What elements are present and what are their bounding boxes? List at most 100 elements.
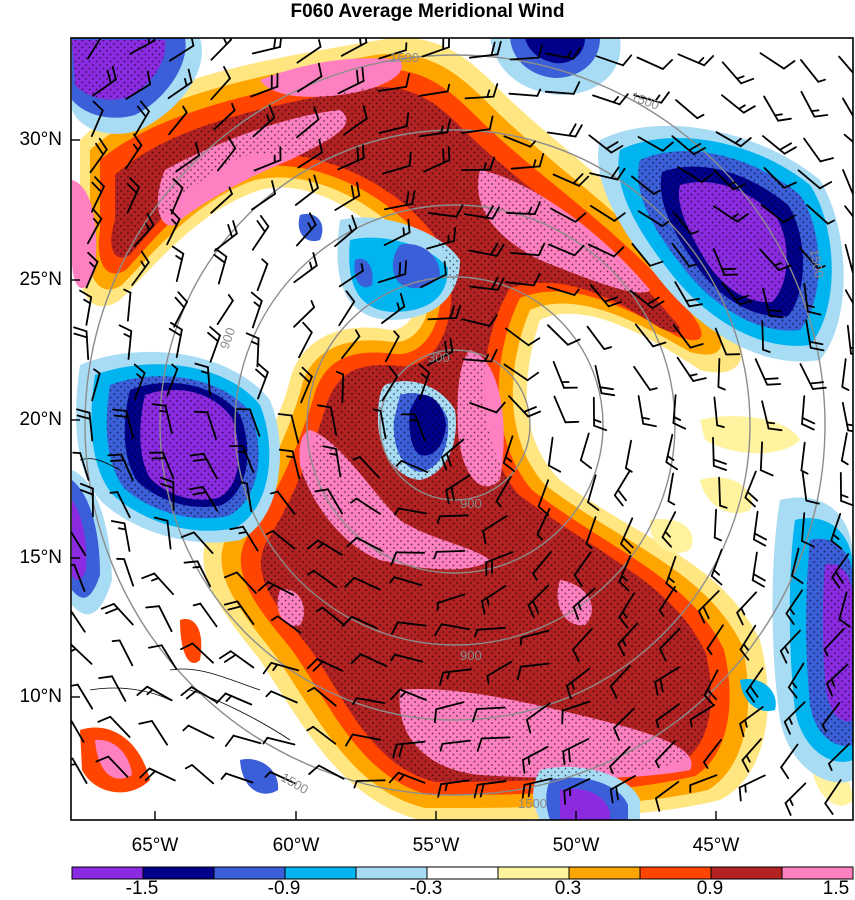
- wind-barb-flag: [129, 177, 141, 189]
- wind-barb-shaft: [251, 299, 263, 329]
- wind-barb-flag: [182, 724, 190, 732]
- wind-barb-shaft: [464, 95, 495, 100]
- wind-barb-shaft: [267, 581, 295, 596]
- wind-barb-shaft: [613, 470, 631, 497]
- wind-barb-flag: [172, 177, 184, 189]
- wind-barb-flag: [227, 605, 242, 611]
- wind-barb-flag: [286, 455, 295, 459]
- wind-barb-shaft: [378, 125, 408, 134]
- wind-barb-shaft: [831, 553, 850, 578]
- wind-barb-flag: [227, 223, 234, 239]
- wind-barb-flag: [407, 218, 411, 234]
- wind-barb-flag: [819, 157, 834, 163]
- wind-barb-flag: [613, 212, 626, 222]
- wind-barb-flag: [618, 616, 629, 629]
- wind-barb-flag: [768, 314, 784, 319]
- wind-barb-flag: [76, 414, 91, 420]
- wind-barb-flag: [345, 290, 356, 303]
- wind-barb-shaft: [779, 629, 801, 652]
- wind-barb-flag: [612, 96, 619, 104]
- wind-barb-shaft: [71, 718, 85, 743]
- wind-barb-shaft: [633, 94, 663, 104]
- wind-barb-flag: [171, 363, 179, 371]
- wind-barb-flag: [145, 605, 161, 609]
- wind-barb-shaft: [355, 536, 383, 552]
- wind-barb-shaft: [579, 432, 590, 462]
- wind-barb-flag: [739, 137, 752, 148]
- wind-barb-shaft: [671, 242, 691, 268]
- wind-barb-shaft: [397, 507, 428, 515]
- wind-barb-flag: [257, 581, 270, 592]
- wind-barb-flag: [100, 603, 115, 610]
- wind-barb-shaft: [761, 400, 770, 430]
- wind-barb-flag: [79, 289, 93, 299]
- wind-barb-shaft: [544, 90, 575, 95]
- wind-barb-flag: [394, 507, 400, 516]
- wind-barb-shaft: [351, 733, 382, 741]
- wind-barb-flag: [372, 408, 382, 412]
- wind-barb-flag: [192, 491, 207, 496]
- wind-barb-shaft: [658, 586, 676, 612]
- wind-barb-flag: [738, 104, 746, 110]
- wind-barb-flag: [133, 363, 146, 374]
- wind-barb-flag: [223, 653, 237, 663]
- wind-barb-shaft: [321, 606, 346, 627]
- wind-barb-shaft: [112, 603, 134, 626]
- wind-barb-shaft: [552, 173, 580, 187]
- wind-barb-shaft: [550, 207, 577, 223]
- wind-barb-flag: [402, 227, 406, 237]
- wind-barb-flag: [356, 181, 361, 197]
- wind-barb-shaft: [798, 246, 820, 270]
- wind-barb-flag: [132, 143, 139, 152]
- wind-barb-shaft: [355, 697, 386, 704]
- wind-barb-flag: [192, 602, 202, 607]
- wind-barb-shaft: [419, 90, 449, 97]
- wind-barb-shaft: [252, 116, 276, 138]
- wind-barb-flag: [502, 461, 515, 473]
- wind-barb-flag: [495, 243, 505, 257]
- wind-barb-shaft: [689, 704, 716, 721]
- wind-barb-flag: [107, 453, 123, 457]
- wind-barb-flag: [228, 186, 233, 195]
- wind-barb-shaft: [843, 133, 853, 144]
- wind-barb-flag: [830, 539, 843, 550]
- wind-barb-shaft: [71, 609, 86, 633]
- wind-barb-flag: [784, 645, 789, 654]
- wind-barb-flag: [437, 783, 442, 798]
- wind-barb-flag: [446, 118, 452, 134]
- wind-barb-flag: [666, 455, 675, 461]
- wind-barb-flag: [93, 368, 101, 375]
- wind-barb-shaft: [217, 255, 228, 285]
- wind-barb-shaft: [125, 409, 135, 439]
- wind-barb-shaft: [527, 584, 550, 607]
- wind-barb-shaft: [316, 658, 344, 672]
- wind-barb-shaft: [166, 519, 172, 550]
- wind-barb-flag: [603, 346, 612, 351]
- wind-barb-flag: [184, 764, 193, 770]
- wind-barb-flag: [532, 572, 538, 581]
- wind-barb-flag: [700, 173, 714, 183]
- wind-barb-flag: [335, 370, 345, 376]
- wind-barb-flag: [310, 299, 316, 309]
- wind-barb-shaft: [841, 401, 850, 432]
- significance-stipple: [72, 40, 853, 782]
- wind-barb-shaft: [547, 324, 569, 346]
- wind-barb-flag: [564, 420, 580, 424]
- wind-barb-shaft: [824, 779, 842, 805]
- wind-barb-flag: [573, 574, 583, 587]
- wind-barb-shaft: [276, 490, 296, 515]
- wind-barb-flag: [527, 782, 532, 798]
- wind-barb-flag: [488, 156, 496, 171]
- wind-barb-shaft: [503, 135, 532, 148]
- wind-barb-flag: [79, 489, 94, 496]
- wind-barb-flag: [742, 643, 749, 651]
- wind-barb-flag: [532, 159, 537, 168]
- wind-barb-flag: [712, 464, 727, 471]
- wind-barb-shaft: [150, 720, 169, 746]
- wind-barb-flag: [806, 304, 815, 309]
- wind-barb-shaft: [637, 210, 664, 228]
- wind-barb-shaft: [158, 605, 173, 633]
- wind-barb-flag: [132, 133, 143, 147]
- wind-barb-shaft: [800, 441, 806, 472]
- wind-barb-flag: [613, 246, 625, 258]
